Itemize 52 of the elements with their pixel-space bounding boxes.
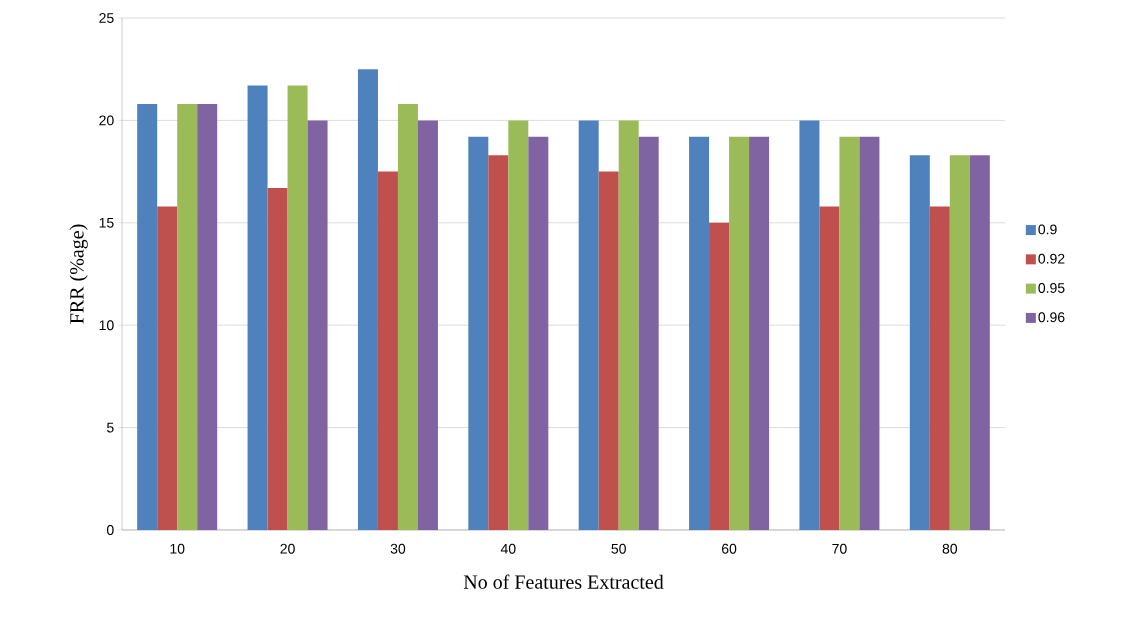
bar	[709, 222, 730, 530]
bar	[598, 171, 619, 530]
x-tick-label: 80	[942, 543, 958, 554]
legend-label: 0.95	[1038, 282, 1065, 293]
x-tick-label: 60	[721, 543, 737, 554]
bar	[799, 120, 820, 530]
bar	[157, 206, 178, 530]
bar	[357, 69, 378, 530]
bar	[197, 104, 218, 530]
bar	[397, 104, 418, 530]
y-tick-label: 5	[106, 422, 114, 433]
legend-label: 0.92	[1038, 253, 1065, 264]
y-tick-label: 0	[106, 525, 114, 535]
bar	[638, 136, 659, 530]
bar	[417, 120, 438, 530]
x-axis-title: No of Features Extracted	[463, 574, 664, 589]
y-axis-title: FRR (%age)	[69, 224, 88, 324]
bar	[377, 171, 398, 530]
y-tick-label: 25	[99, 13, 114, 23]
bar	[689, 136, 710, 530]
y-tick-label: 15	[99, 217, 114, 228]
bar	[177, 104, 198, 530]
x-tick-label: 20	[280, 543, 295, 554]
x-tick-label: 50	[611, 543, 626, 554]
bar	[859, 136, 880, 530]
y-tick-label: 20	[99, 115, 114, 126]
bar	[488, 155, 509, 530]
bar	[247, 85, 268, 530]
bar	[819, 206, 840, 530]
x-tick-label: 30	[390, 543, 406, 554]
bar	[528, 136, 549, 530]
x-tick-label: 10	[170, 543, 185, 554]
bar	[749, 136, 770, 530]
bar	[949, 155, 970, 530]
bar	[468, 136, 489, 530]
bar	[909, 155, 930, 530]
x-tick-label: 70	[832, 543, 847, 554]
x-tick-label: 40	[500, 543, 516, 554]
bar	[267, 187, 288, 530]
bar	[137, 104, 158, 530]
bar	[618, 120, 639, 530]
legend-label: 0.96	[1038, 312, 1065, 323]
bar	[578, 120, 599, 530]
bar	[929, 206, 950, 530]
bar	[969, 155, 990, 530]
y-tick-label: 10	[99, 320, 114, 331]
bar	[307, 120, 328, 530]
bar	[287, 85, 308, 530]
bar	[508, 120, 529, 530]
bar	[729, 136, 750, 530]
legend-label: 0.9	[1038, 224, 1057, 235]
bar	[839, 136, 860, 530]
